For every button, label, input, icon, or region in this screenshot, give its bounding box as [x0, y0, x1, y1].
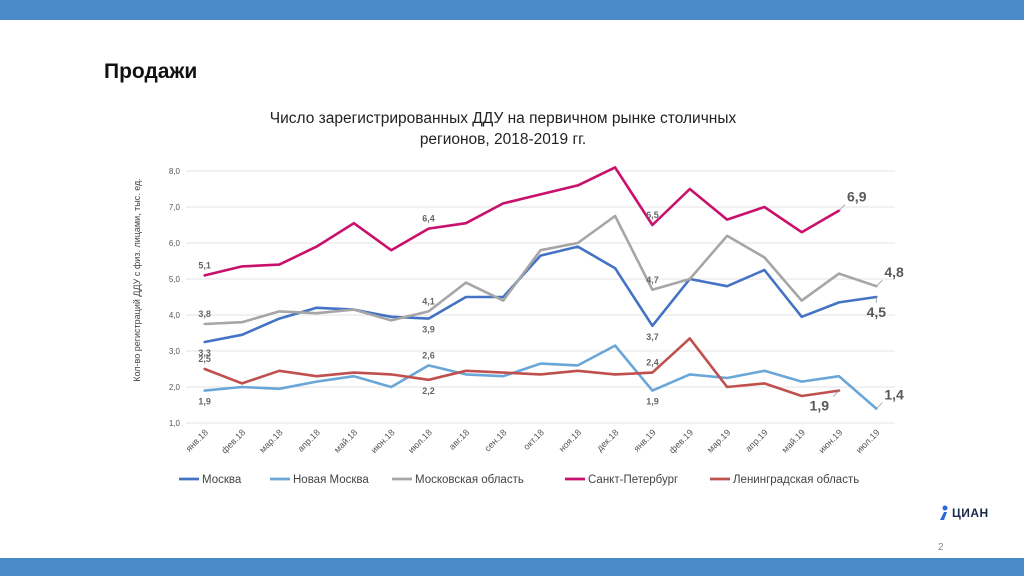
data-label-leader: [838, 204, 846, 211]
data-label: 4,1: [422, 296, 435, 306]
legend-label: Московская область: [415, 474, 524, 486]
legend: Москва Новая Москва Московская область Санк…: [179, 474, 859, 486]
data-label: 1,9: [646, 397, 659, 407]
data-label-leader: [876, 402, 883, 409]
legend-label: Новая Москва: [293, 474, 369, 486]
chart-title-line1: Число зарегистрированных ДДУ на первично…: [270, 110, 737, 127]
data-label: 4,5: [867, 304, 887, 320]
y-tick-label: 2,0: [169, 383, 181, 392]
legend-label: Ленинградская область: [733, 474, 859, 486]
data-label: 5,1: [198, 260, 211, 270]
data-label: 3,7: [646, 332, 659, 342]
data-label: 6,9: [847, 189, 867, 205]
x-tick-label: янв.18: [184, 427, 210, 453]
data-label: 1,9: [198, 397, 211, 407]
x-tick-label: авг.18: [447, 427, 471, 451]
x-tick-label: июн.19: [817, 427, 845, 455]
page-title: Продажи: [104, 60, 198, 83]
chart-title-line2: регионов, 2018-2019 гг.: [420, 131, 586, 148]
x-tick-label: мар.19: [705, 427, 732, 454]
y-tick-label: 5,0: [169, 275, 181, 284]
y-axis-ticks: 1,0 2,0 3,0 4,0 5,0 6,0 7,0 8,0: [169, 167, 181, 428]
data-label: 2,2: [422, 386, 435, 396]
data-label: 2,5: [198, 354, 211, 364]
data-label: 4,8: [884, 264, 904, 280]
data-label: 6,5: [646, 210, 659, 220]
x-tick-label: дек.18: [595, 427, 621, 453]
y-tick-label: 7,0: [169, 203, 181, 212]
x-tick-label: июн.18: [369, 427, 397, 455]
series-lines: [203, 166, 878, 410]
x-tick-label: июл.19: [854, 427, 882, 455]
header-bar: [0, 0, 1024, 20]
x-tick-label: мар.18: [257, 427, 284, 454]
y-tick-label: 6,0: [169, 239, 181, 248]
series-line: [203, 337, 841, 398]
y-tick-label: 4,0: [169, 311, 181, 320]
data-label-leader: [832, 390, 840, 397]
data-label-leader: [876, 279, 883, 287]
x-axis-ticks: янв.18 фев.18 мар.18 апр.18 май.18 июн.18 июл.…: [184, 427, 882, 455]
x-tick-label: май.19: [780, 427, 807, 454]
x-tick-label: апр.19: [743, 427, 769, 453]
x-tick-label: май.18: [332, 427, 359, 454]
data-label: 3,3: [198, 348, 211, 358]
cian-logo-icon: [940, 505, 948, 520]
data-label: 4,7: [646, 275, 659, 285]
data-label: 2,4: [646, 358, 659, 368]
data-label: 3,8: [198, 309, 211, 319]
data-label: 3,9: [422, 325, 435, 335]
legend-label: Москва: [202, 474, 242, 486]
data-label: 1,4: [884, 387, 904, 403]
y-tick-label: 3,0: [169, 347, 181, 356]
x-tick-label: июл.18: [406, 427, 434, 455]
footer-bar: [0, 558, 1024, 576]
x-tick-label: ноя.18: [557, 427, 583, 453]
series-line: [203, 344, 878, 410]
x-tick-label: фев.19: [667, 427, 695, 455]
y-tick-label: 1,0: [169, 419, 181, 428]
cian-logo-text: ЦИАН: [952, 506, 989, 520]
legend-label: Санкт-Петербург: [588, 474, 678, 486]
data-labels: 5,1 3,8 3,32,5 1,9 6,4 4,1 3,9 2,6 2,2 6,5 4,7 3,7 2…: [198, 189, 904, 414]
y-axis-label: Кол-во регистраций ДДУ с физ. лицами, ты…: [132, 178, 142, 382]
y-tick-label: 8,0: [169, 167, 181, 176]
x-tick-label: апр.18: [296, 427, 322, 453]
data-label: 1,9: [810, 398, 830, 414]
series-line: [203, 245, 878, 344]
page-number: 2: [938, 542, 944, 553]
x-tick-label: сен.18: [482, 427, 508, 453]
data-label: 6,4: [422, 214, 435, 224]
cian-logo: ЦИАН: [938, 505, 989, 521]
series-line: [203, 214, 878, 326]
series-line: [203, 166, 841, 277]
x-tick-label: фев.18: [219, 427, 247, 455]
x-tick-label: янв.19: [632, 427, 658, 453]
data-label: 2,6: [422, 350, 435, 360]
x-tick-label: окт.18: [521, 427, 546, 452]
